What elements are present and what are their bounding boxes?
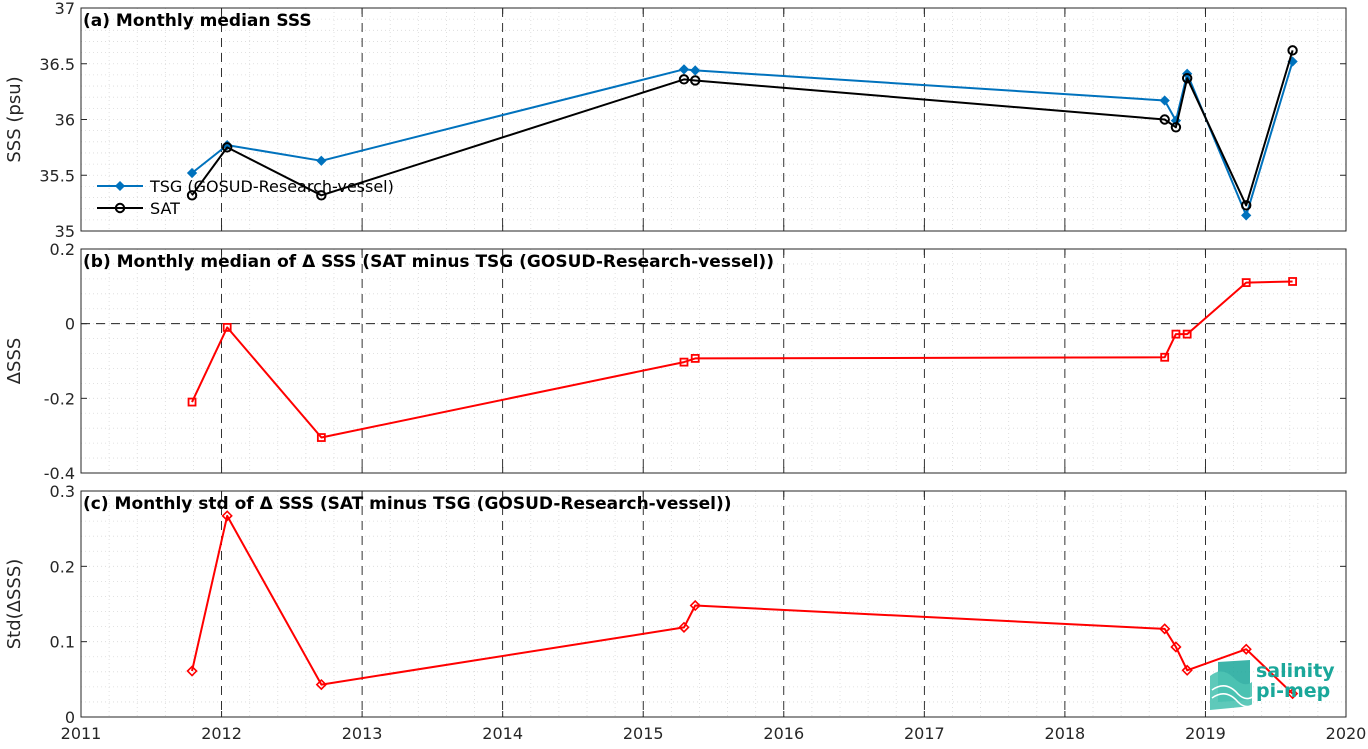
data-point <box>1171 329 1181 339</box>
data-point <box>690 75 701 86</box>
y-tick-label: 0 <box>65 708 75 727</box>
x-tick-label: 2016 <box>763 724 804 743</box>
series-group <box>186 45 1298 221</box>
logo-wave-graphic <box>1210 660 1255 710</box>
y-tick-label: 35 <box>55 222 75 241</box>
grid <box>81 249 1346 473</box>
series-line <box>191 280 1293 439</box>
logo-text-line2: pi-mep <box>1256 680 1330 702</box>
series-group <box>187 277 1297 442</box>
panel-a: 35 35.5 36 36.5 37 SSS (psu) (a) Monthly media… <box>4 0 1347 241</box>
legend-marker <box>114 202 126 214</box>
plot-background <box>81 249 1346 473</box>
legend-label: TSG (GOSUD-Research-vessel) <box>149 177 394 196</box>
data-point <box>316 155 327 166</box>
panel-c: 0 0.1 0.2 0.3 2011 2012 2013 2014 2015 2016 2017 20… <box>4 482 1366 743</box>
y-tick-label: 0.3 <box>50 482 75 501</box>
y-tick-label: 0.1 <box>50 633 75 652</box>
data-point <box>1241 210 1252 221</box>
data-point <box>1241 200 1252 211</box>
logo-wave-line <box>1211 693 1255 708</box>
data-point <box>689 599 701 612</box>
data-point <box>221 510 233 522</box>
data-point <box>222 322 232 332</box>
x-tick-label: 2012 <box>201 724 242 743</box>
data-point <box>221 142 233 153</box>
logo-wave-front <box>1210 671 1252 710</box>
y-tick-label: 37 <box>55 0 75 18</box>
axes-box <box>80 248 1347 474</box>
data-point <box>1181 664 1193 676</box>
y-tick-label: 0 <box>65 315 75 334</box>
y-axis-title: ΔSSS <box>4 338 25 385</box>
y-tick-label: 35.5 <box>39 166 75 185</box>
data-point <box>1160 352 1170 362</box>
x-tick-label: 2020 <box>1326 724 1367 743</box>
y-axis-title: Std(ΔSSS) <box>4 559 25 650</box>
y-tick-label: 0.2 <box>50 557 75 576</box>
data-point <box>1170 122 1182 133</box>
series-line <box>191 514 1294 695</box>
data-point <box>1159 95 1170 106</box>
data-point <box>678 621 690 633</box>
data-point <box>1159 623 1171 635</box>
data-point <box>187 397 197 407</box>
axes-box <box>80 490 1347 718</box>
panel-title: (b) Monthly median of Δ SSS (SAT minus T… <box>83 252 774 272</box>
x-tick-label: 2011 <box>61 724 102 743</box>
grid <box>81 491 1346 717</box>
y-axis-title: SSS (psu) <box>4 76 25 162</box>
data-point <box>316 433 326 442</box>
data-point <box>1181 73 1193 84</box>
panel-title: (a) Monthly median SSS <box>83 11 312 31</box>
y-tick-label: 0.2 <box>50 240 75 259</box>
series-group <box>186 510 1299 700</box>
legend-label: SAT <box>150 199 180 218</box>
x-tick-label: 2017 <box>904 724 945 743</box>
data-point <box>678 74 690 85</box>
data-point <box>690 65 701 76</box>
legend: TSG (GOSUD-Research-vessel) SAT <box>97 177 394 218</box>
y-tick-label: 36 <box>55 111 75 130</box>
x-tick-label: 2015 <box>623 724 664 743</box>
data-point <box>679 357 689 367</box>
logo-text-line1: salinity <box>1256 660 1335 682</box>
plot-background <box>81 491 1346 717</box>
data-point <box>678 64 690 75</box>
series-line <box>191 50 1294 207</box>
data-point <box>1286 688 1299 700</box>
data-point <box>1287 45 1298 56</box>
y-tick-label: 36.5 <box>39 55 75 74</box>
x-tick-label: 2013 <box>342 724 383 743</box>
x-tick-label: 2018 <box>1045 724 1086 743</box>
x-tick-label: 2019 <box>1185 724 1226 743</box>
series-line <box>191 61 1294 217</box>
x-tick-label: 2014 <box>482 724 523 743</box>
y-tick-label: -0.2 <box>44 389 75 408</box>
data-point <box>1170 641 1182 653</box>
data-point <box>1159 114 1170 125</box>
data-point <box>316 190 327 201</box>
data-point <box>186 665 198 677</box>
data-point <box>1241 278 1251 288</box>
data-point <box>1288 277 1297 286</box>
grid <box>81 8 1346 231</box>
logo-wave-line <box>1211 685 1255 700</box>
panel-b: -0.4 -0.2 0 0.2 ΔSSS (b) Monthly median of Δ … <box>4 240 1347 483</box>
data-point <box>315 678 327 691</box>
panel-title: (c) Monthly std of Δ SSS (SAT minus TSG … <box>83 494 731 514</box>
data-point <box>1182 329 1192 339</box>
y-tick-label: -0.4 <box>44 464 75 483</box>
data-point <box>1240 643 1252 655</box>
data-point <box>186 167 198 179</box>
data-point <box>690 353 700 363</box>
legend-marker <box>114 180 126 192</box>
data-point <box>186 190 198 201</box>
